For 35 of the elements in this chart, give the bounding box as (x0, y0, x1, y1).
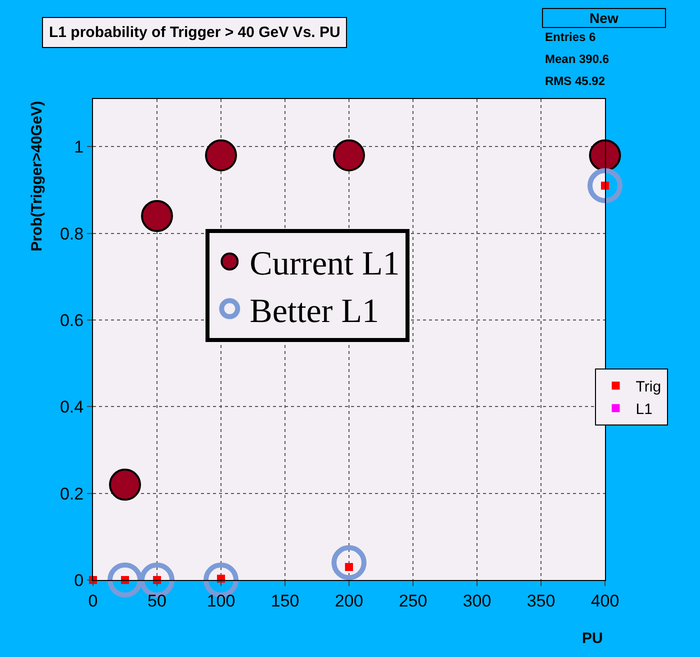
text: Entries 6 (545, 30, 596, 44)
point (332, 545, 366, 580)
y-tick-label: 0 (74, 570, 84, 590)
y-tick-label: 1 (74, 138, 84, 157)
legend-label: Better L1 (250, 292, 379, 330)
x-tick-label: 300 (462, 591, 492, 610)
y-tick-label: 0.2 (60, 484, 84, 504)
legend-label: L1 (636, 400, 652, 418)
x-tick-label: 0 (88, 591, 98, 610)
y-tick-label: 0.4 (60, 398, 84, 417)
chart-title: L1 probability of Trigger > 40 GeV Vs. PU (49, 24, 340, 41)
x-tick-label: 350 (526, 591, 556, 610)
legend-label: Trig (636, 378, 662, 396)
x-axis-title: PU (582, 630, 603, 647)
text: Mean 390.6 (545, 52, 610, 66)
x-tick-label: 50 (148, 591, 166, 610)
point (108, 562, 142, 598)
y-axis-title: Prob(Trigger>40GeV) (28, 100, 46, 252)
x-tick-label: 400 (590, 591, 620, 610)
x-tick-label: 250 (398, 591, 428, 610)
point (588, 168, 622, 204)
x-tick-label: 200 (334, 591, 364, 610)
point (345, 563, 353, 571)
point (333, 139, 365, 172)
y-tick-label: 0.6 (60, 310, 84, 330)
point (205, 139, 237, 172)
point (109, 468, 141, 501)
legend-label: Current L1 (250, 246, 400, 283)
x-tick-label: 100 (206, 591, 236, 610)
point (141, 200, 173, 232)
text: New (590, 10, 618, 26)
x-tick-label: 150 (270, 591, 300, 610)
point (589, 139, 621, 172)
y-tick-label: 0.8 (60, 224, 84, 244)
text: RMS 45.92 (545, 74, 606, 88)
